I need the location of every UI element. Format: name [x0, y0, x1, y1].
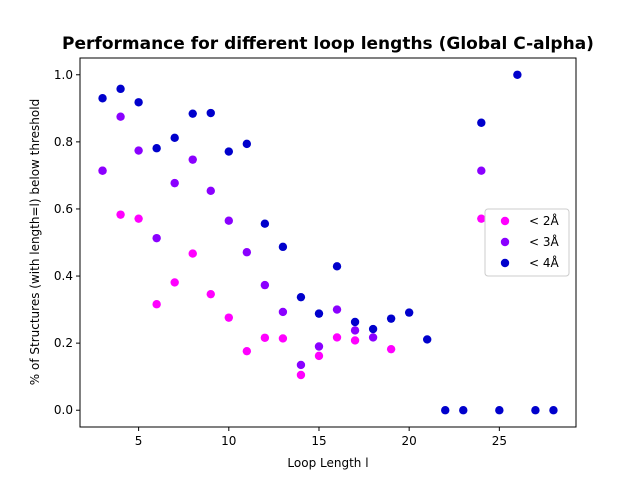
point-series-0-11: [296, 370, 306, 380]
point-series-1-10: [278, 307, 288, 317]
legend-label-1: < 3Å: [529, 234, 560, 249]
y-tick-label-2: 0.4: [54, 269, 73, 283]
point-series-1-8: [242, 248, 252, 257]
point-series-2-11: [296, 292, 306, 302]
point-series-1-15: [368, 333, 378, 342]
data-points-layer: [98, 70, 558, 415]
point-series-2-4: [170, 133, 179, 143]
legend-marker-1: [500, 237, 510, 247]
point-series-2-3: [152, 144, 161, 153]
point-series-2-9: [260, 219, 270, 228]
y-axis-label: % of Structures (with length=l) below th…: [28, 99, 42, 385]
x-axis-ticks: 5 10 15 20 25: [135, 427, 507, 448]
point-series-2-6: [206, 108, 215, 118]
x-tick-label-4: 25: [492, 434, 507, 448]
point-series-2-17: [404, 308, 414, 317]
plot-frame: [79, 57, 577, 428]
point-series-2-25: [549, 406, 558, 415]
point-series-1-16: [477, 166, 486, 175]
point-series-2-2: [134, 98, 143, 107]
point-series-2-18: [423, 335, 432, 344]
point-series-0-7: [224, 313, 233, 322]
point-series-0-16: [477, 214, 486, 223]
point-series-1-2: [134, 146, 143, 155]
point-series-1-9: [260, 280, 270, 290]
point-series-2-20: [459, 406, 468, 415]
point-series-0-1: [116, 210, 125, 219]
point-series-2-19: [441, 406, 450, 415]
point-series-2-10: [278, 242, 288, 252]
legend-label-0: < 2Å: [529, 213, 560, 228]
x-tick-label-0: 5: [135, 434, 143, 448]
point-series-2-16: [386, 314, 396, 323]
y-tick-label-4: 0.8: [54, 135, 73, 149]
point-series-0-5: [188, 249, 197, 258]
point-series-0-14: [350, 336, 360, 345]
y-tick-label-3: 0.6: [54, 202, 73, 216]
x-tick-label-2: 15: [311, 434, 326, 448]
point-series-1-11: [296, 360, 306, 370]
point-series-2-21: [477, 118, 486, 127]
point-series-1-4: [170, 178, 179, 188]
point-series-2-0: [98, 94, 107, 103]
point-series-2-23: [513, 70, 522, 79]
point-series-1-13: [332, 305, 342, 314]
point-series-1-12: [314, 342, 324, 351]
point-series-2-14: [350, 317, 360, 327]
point-series-2-1: [116, 84, 125, 94]
point-series-1-7: [224, 216, 233, 225]
point-series-1-6: [206, 186, 215, 196]
point-series-2-15: [368, 324, 378, 334]
point-series-0-6: [206, 289, 215, 299]
point-series-1-1: [116, 112, 125, 121]
point-series-0-10: [278, 334, 288, 343]
y-tick-label-0: 0.0: [54, 403, 73, 417]
x-tick-label-1: 10: [221, 434, 236, 448]
x-axis-label: Loop Length l: [287, 456, 368, 470]
point-series-0-9: [260, 333, 270, 342]
point-series-0-4: [170, 278, 179, 287]
point-series-2-5: [188, 109, 197, 118]
point-series-2-13: [332, 262, 342, 271]
point-series-1-0: [98, 166, 107, 175]
point-series-0-3: [152, 300, 161, 309]
point-series-2-22: [495, 406, 504, 415]
point-series-1-14: [350, 326, 360, 335]
y-tick-label-1: 0.2: [54, 336, 73, 350]
point-series-2-12: [314, 309, 324, 318]
y-axis-ticks: 0.0 0.2 0.4 0.6 0.8 1.0: [54, 68, 80, 417]
chart-title: Performance for different loop lengths (…: [62, 34, 594, 54]
legend: < 2Å < 3Å < 4Å: [484, 208, 570, 277]
y-tick-label-5: 1.0: [54, 68, 73, 82]
point-series-0-15: [386, 344, 396, 354]
point-series-1-5: [188, 155, 197, 164]
point-series-0-2: [134, 214, 143, 223]
point-series-2-8: [242, 139, 252, 149]
point-series-0-13: [332, 333, 342, 342]
legend-label-2: < 4Å: [529, 255, 560, 270]
legend-marker-2: [500, 258, 510, 268]
point-series-2-7: [224, 147, 233, 156]
x-tick-label-3: 20: [402, 434, 417, 448]
point-series-1-3: [152, 233, 161, 243]
point-series-0-12: [314, 351, 324, 361]
point-series-2-24: [531, 406, 540, 415]
point-series-0-8: [242, 346, 252, 356]
legend-marker-0: [500, 216, 510, 226]
